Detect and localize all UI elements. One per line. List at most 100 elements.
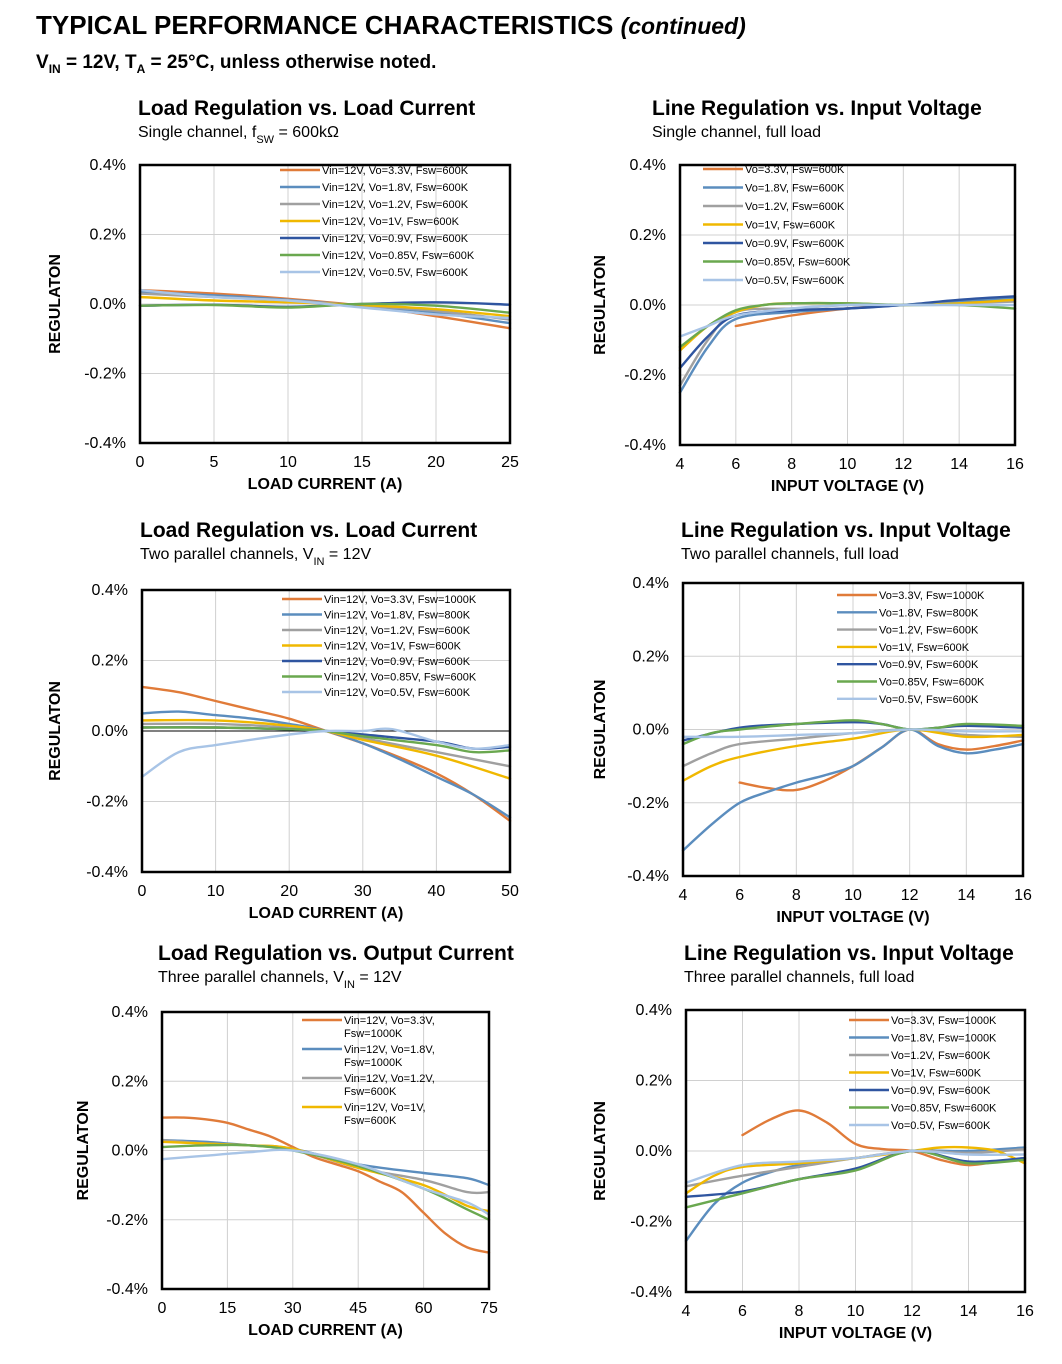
chart1-title: Line Regulation vs. Input Voltage [652, 97, 982, 120]
chart2-legend-label: Vin=12V, Vo=1V, Fsw=600K [324, 641, 462, 653]
page-title-main: TYPICAL PERFORMANCE CHARACTERISTICS [36, 10, 614, 40]
chart0-ytick-label: -0.2% [84, 366, 126, 383]
chart3-subtitle: Two parallel channels, full load [681, 546, 899, 563]
chart1-ytick-label: -0.2% [624, 367, 666, 384]
chart5-series-line [684, 1146, 1027, 1243]
chart2-frame [140, 588, 512, 874]
chart1-xtick-label: 10 [839, 456, 857, 473]
chart3-legend-label: Vo=1.2V, Fsw=600K [879, 625, 979, 637]
chart4-xtick-label: 45 [349, 1300, 367, 1317]
chart4-legend-label-line: Fsw=1000K [344, 1028, 403, 1040]
chart0-subtitle-part: Single channel, f [138, 124, 257, 141]
chart3-ylabel: REGULATON [592, 680, 609, 780]
chart5-legend-label: Vo=0.5V, Fsw=600K [891, 1120, 991, 1132]
chart4-xtick-label: 60 [415, 1300, 433, 1317]
chart3-xtick-label: 6 [735, 887, 744, 904]
chart3-legend-label: Vo=0.5V, Fsw=600K [879, 694, 979, 706]
chart2-xtick-label: 30 [354, 883, 372, 900]
chart-line-reg-three: Line Regulation vs. Input Voltage Three p… [592, 942, 1034, 1342]
chart3-xlabel: INPUT VOLTAGE (V) [776, 909, 929, 926]
chart0-frame [138, 163, 512, 445]
chart1-xtick-label: 8 [787, 456, 796, 473]
chart4-legend-label-line: Vin=12V, Vo=1.2V, [344, 1073, 435, 1085]
chart2-ytick-label: -0.2% [86, 794, 128, 811]
chart2-subtitle-part: = 12V [324, 546, 371, 563]
chart1-xtick-label: 14 [950, 456, 968, 473]
chart-line-reg-two: Line Regulation vs. Input Voltage Two par… [592, 519, 1032, 926]
chart2-subtitle-part: Two parallel channels, V [140, 546, 314, 563]
chart0-series-line [138, 288, 512, 320]
chart5-xtick-label: 6 [738, 1303, 747, 1320]
chart5-xtick-label: 4 [682, 1303, 691, 1320]
chart3-ytick-label: 0.4% [633, 575, 669, 592]
chart2-legend-label: Vin=12V, Vo=0.85V, Fsw=600K [324, 672, 477, 684]
chart5-ytick-label: -0.2% [630, 1214, 672, 1231]
chart2-xtick-label: 20 [280, 883, 298, 900]
chart0-subtitle: Single channel, fSW = 600kΩ [138, 124, 339, 146]
chart4-legend-label-line: Vin=12V, Vo=3.3V, [344, 1015, 435, 1027]
chart0-xtick-label: 20 [427, 454, 445, 471]
chart0-legend-label: Vin=12V, Vo=3.3V, Fsw=600K [322, 165, 469, 177]
chart3-ytick-label: 0.0% [633, 722, 669, 739]
chart2-xlabel: LOAD CURRENT (A) [249, 905, 404, 922]
chart0-ylabel: REGULATON [47, 254, 64, 354]
chart1-xtick-label: 6 [731, 456, 740, 473]
chart3-subtitle-part: Two parallel channels, full load [681, 546, 899, 563]
chart4-series-line [160, 1116, 491, 1254]
chart0-xlabel: LOAD CURRENT (A) [248, 476, 403, 493]
chart5-xtick-label: 10 [847, 1303, 865, 1320]
chart0-xtick-label: 25 [501, 454, 519, 471]
chart4-legend-label-line: Vin=12V, Vo=1V, [344, 1102, 426, 1114]
chart4-legend-label-line: Fsw=1000K [344, 1057, 403, 1069]
chart4-legend-label: Vin=12V, Vo=1.2V, Fsw=600K [344, 1073, 435, 1098]
cond-part-1: IN [48, 61, 61, 76]
chart3-series-line [681, 728, 1025, 768]
chart0-ytick-label: -0.4% [84, 435, 126, 452]
chart0-xtick-label: 0 [136, 454, 145, 471]
chart5-legend-label: Vo=0.9V, Fsw=600K [891, 1085, 991, 1097]
chart4-legend-label: Vin=12V, Vo=1.8V, Fsw=1000K [344, 1044, 435, 1069]
chart2-series-line [140, 726, 512, 754]
chart0-legend-label: Vin=12V, Vo=1V, Fsw=600K [322, 216, 460, 228]
chart3-xtick-label: 4 [679, 887, 688, 904]
chart5-frame [684, 1008, 1027, 1294]
chart5-series-line [684, 1149, 1027, 1209]
chart-line-reg-single: Line Regulation vs. Input Voltage Single … [592, 97, 1024, 495]
chart4-ytick-label: 0.2% [112, 1073, 148, 1090]
chart1-legend-label: Vo=0.85V, Fsw=600K [745, 257, 851, 269]
chart3-ytick-label: -0.4% [627, 868, 669, 885]
chart5-xtick-label: 8 [795, 1303, 804, 1320]
chart4-xtick-label: 30 [284, 1300, 302, 1317]
chart2-legend-label: Vin=12V, Vo=0.5V, Fsw=600K [324, 687, 471, 699]
chart4-xtick-label: 0 [158, 1300, 167, 1317]
chart3-xtick-label: 14 [957, 887, 975, 904]
chart2-ylabel: REGULATON [47, 681, 64, 781]
chart0-xtick-label: 15 [353, 454, 371, 471]
chart0-legend-label: Vin=12V, Vo=0.9V, Fsw=600K [322, 233, 469, 245]
chart0-xtick-label: 5 [210, 454, 219, 471]
chart5-xlabel: INPUT VOLTAGE (V) [779, 1325, 932, 1342]
chart5-series-line [684, 1149, 1027, 1198]
chart2-legend-label: Vin=12V, Vo=0.9V, Fsw=600K [324, 656, 471, 668]
chart4-series-line [160, 1148, 491, 1216]
chart0-series-line [138, 302, 512, 314]
chart0-legend-label: Vin=12V, Vo=1.8V, Fsw=600K [322, 182, 469, 194]
page-title: TYPICAL PERFORMANCE CHARACTERISTICS (con… [36, 10, 746, 41]
chart2-subtitle-part: IN [313, 556, 324, 568]
cond-part-4: = 25°C, unless otherwise noted. [145, 52, 437, 73]
chart1-xlabel: INPUT VOLTAGE (V) [771, 478, 924, 495]
chart1-ytick-label: -0.4% [624, 437, 666, 454]
chart4-ytick-label: 0.0% [112, 1143, 148, 1160]
chart5-ylabel: REGULATON [592, 1101, 609, 1201]
chart2-legend-label: Vin=12V, Vo=1.8V, Fsw=800K [324, 610, 471, 622]
chart2-ytick-label: 0.2% [92, 653, 128, 670]
chart-load-reg-two: Load Regulation vs. Load Current Two para… [47, 519, 519, 922]
chart1-legend-label: Vo=3.3V, Fsw=600K [745, 164, 845, 176]
chart0-xtick-label: 10 [279, 454, 297, 471]
chart4-frame [160, 1010, 491, 1291]
chart5-series-line [684, 1149, 1027, 1184]
chart5-legend-label: Vo=1V, Fsw=600K [891, 1068, 982, 1080]
chart3-xtick-label: 12 [901, 887, 919, 904]
chart2-ytick-label: 0.4% [92, 582, 128, 599]
chart2-ytick-label: -0.4% [86, 864, 128, 881]
